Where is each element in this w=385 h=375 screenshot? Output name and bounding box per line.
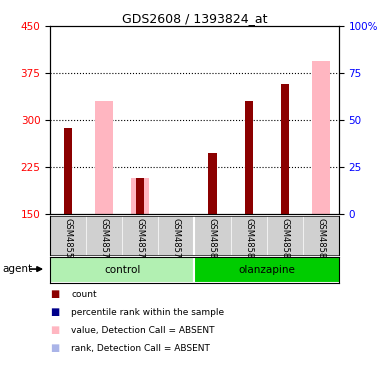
Bar xyxy=(50,257,194,283)
Text: ■: ■ xyxy=(50,326,59,335)
Bar xyxy=(131,178,149,214)
Text: ■: ■ xyxy=(50,308,59,317)
Text: GSM48578: GSM48578 xyxy=(136,217,145,263)
Bar xyxy=(136,178,144,214)
Text: agent: agent xyxy=(2,264,32,274)
Bar xyxy=(312,61,330,214)
Text: ■: ■ xyxy=(50,290,59,299)
Bar xyxy=(208,153,216,214)
Text: GSM48559: GSM48559 xyxy=(64,217,73,263)
Text: control: control xyxy=(104,265,141,275)
Text: percentile rank within the sample: percentile rank within the sample xyxy=(71,308,224,317)
Text: GSM48582: GSM48582 xyxy=(280,217,289,263)
Bar xyxy=(64,128,72,214)
Text: GSM48581: GSM48581 xyxy=(244,217,253,263)
Text: GSM48579: GSM48579 xyxy=(172,217,181,263)
Bar xyxy=(244,101,253,214)
Text: count: count xyxy=(71,290,97,299)
Title: GDS2608 / 1393824_at: GDS2608 / 1393824_at xyxy=(122,12,267,25)
Text: ■: ■ xyxy=(50,344,59,353)
Bar xyxy=(281,84,289,214)
Text: GSM48577: GSM48577 xyxy=(100,217,109,263)
Text: GSM48580: GSM48580 xyxy=(208,217,217,263)
Bar xyxy=(194,257,357,283)
Text: value, Detection Call = ABSENT: value, Detection Call = ABSENT xyxy=(71,326,215,335)
Text: GSM48583: GSM48583 xyxy=(316,217,325,263)
Text: olanzapine: olanzapine xyxy=(238,265,295,275)
Bar xyxy=(95,101,113,214)
Text: rank, Detection Call = ABSENT: rank, Detection Call = ABSENT xyxy=(71,344,210,353)
